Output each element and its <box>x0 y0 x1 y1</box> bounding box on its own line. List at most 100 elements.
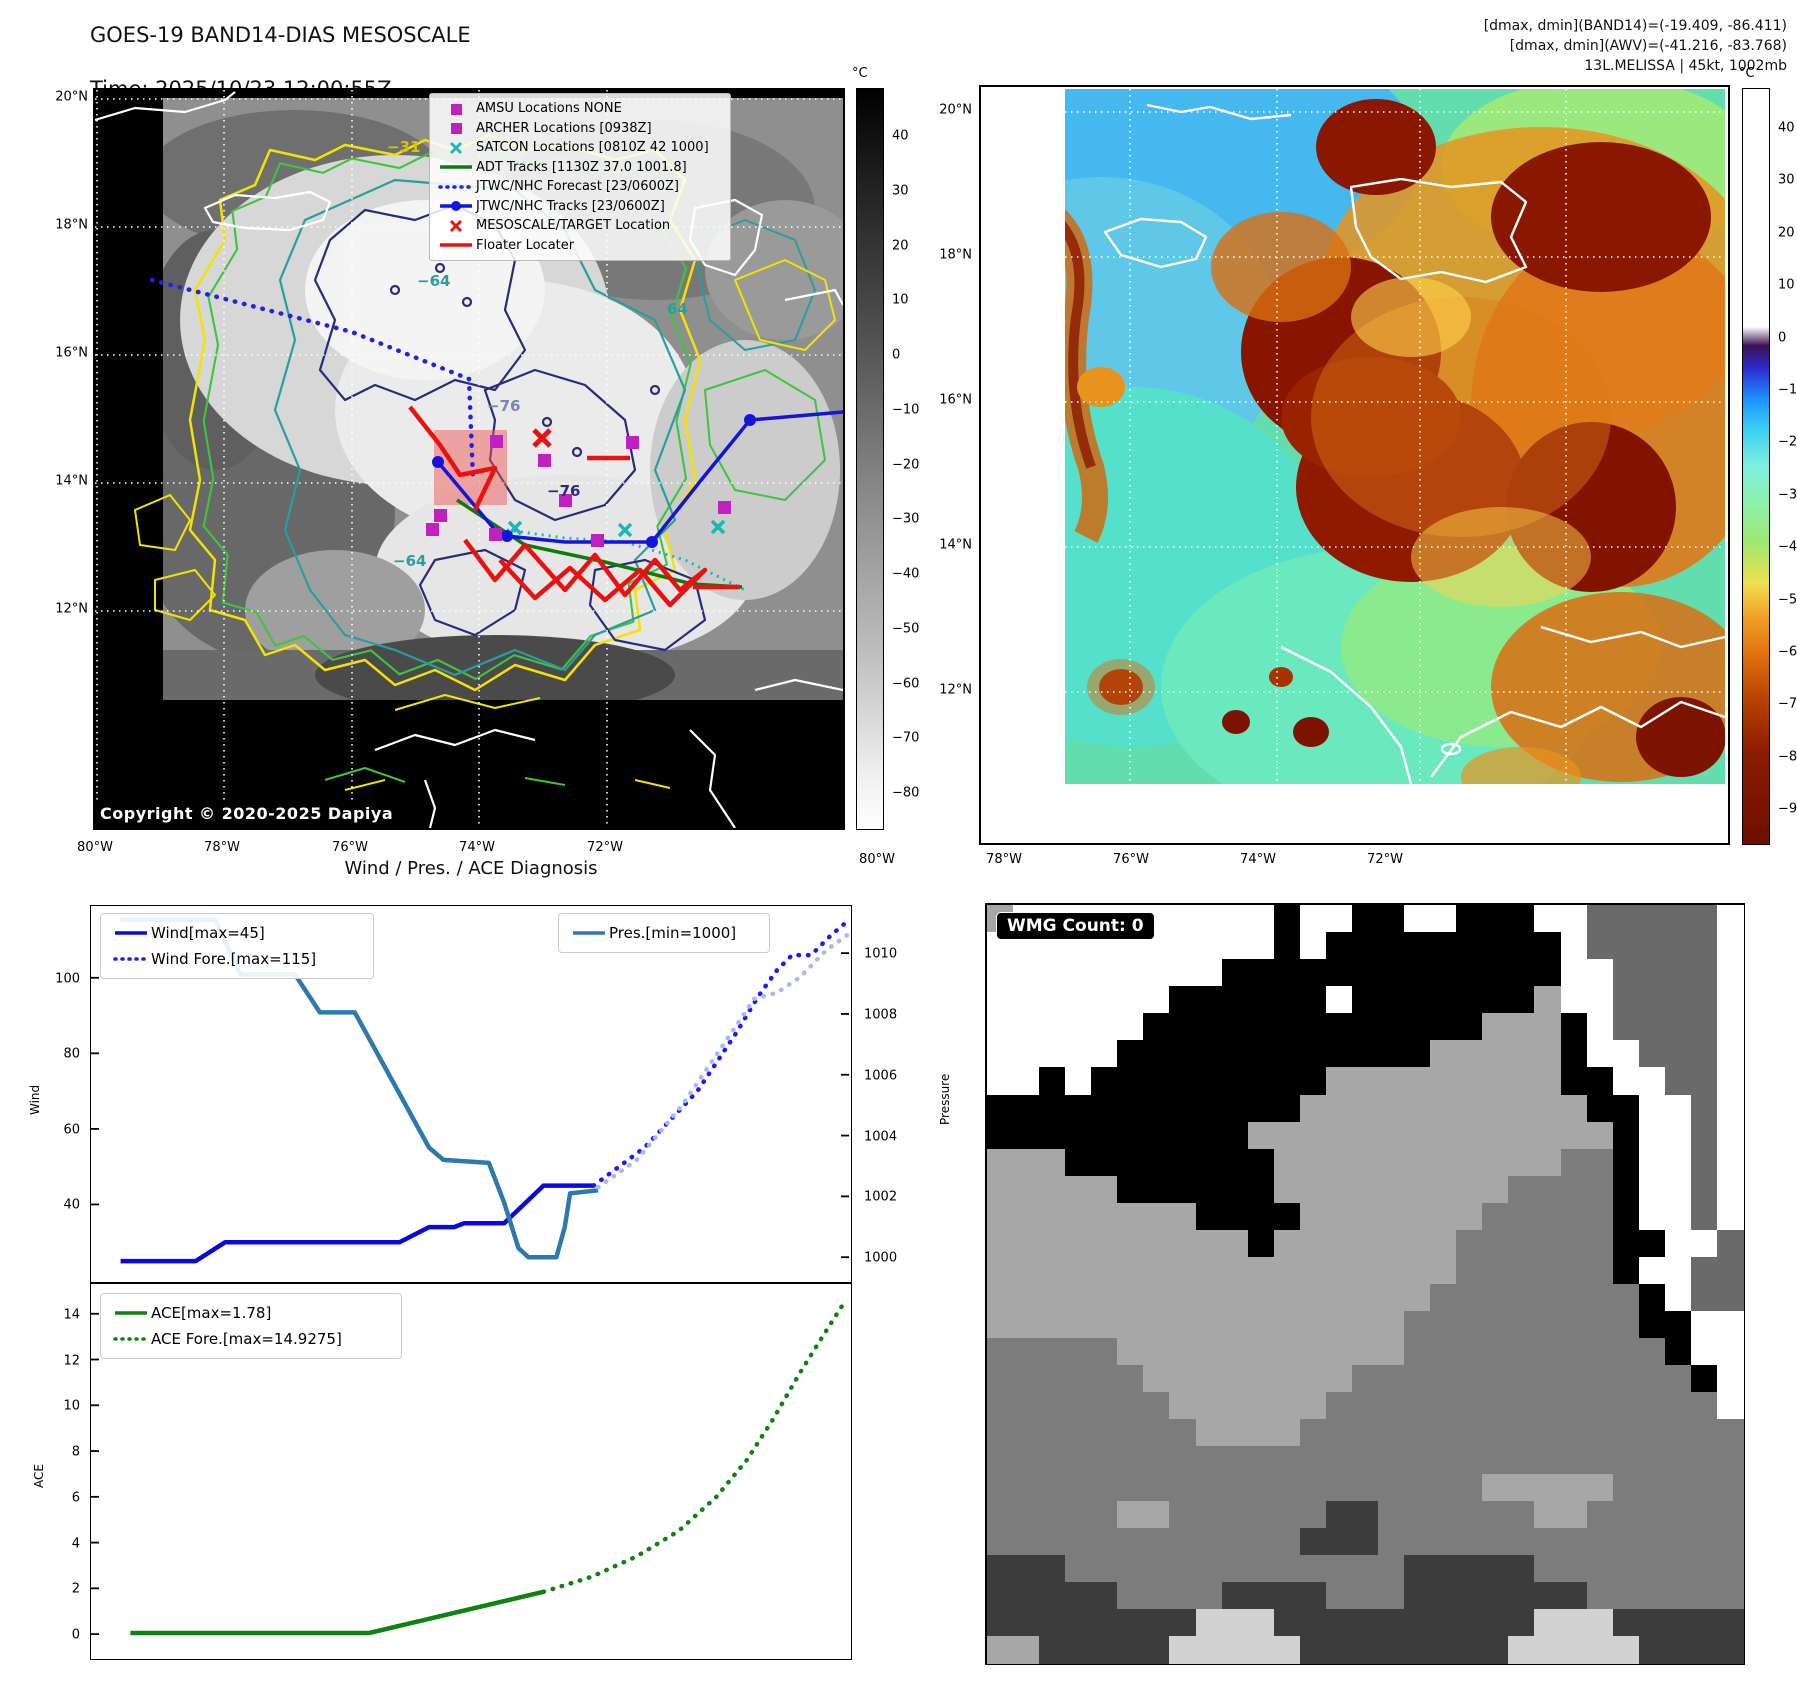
wmg-cell <box>1351 905 1379 933</box>
wmg-cell <box>1612 1608 1640 1637</box>
wmg-cell <box>1169 986 1197 1014</box>
line-legend-marker <box>573 931 605 935</box>
awv-map-panel[interactable] <box>979 85 1730 845</box>
wmg-cell <box>1586 1311 1614 1339</box>
wmg-cell <box>1013 1067 1040 1096</box>
y-tick-label: 100 <box>55 971 80 987</box>
awv-colorbar-tick: −50 <box>1778 592 1797 608</box>
wmg-cell <box>1508 1121 1536 1150</box>
dotted-legend-marker <box>113 957 149 961</box>
wmg-cell <box>1378 1500 1405 1529</box>
wmg-cell <box>987 1284 1014 1312</box>
wmg-cell <box>1586 1446 1614 1475</box>
wmg-cell <box>1351 1121 1379 1150</box>
wmg-cell <box>1508 1175 1536 1204</box>
wmg-cell <box>1638 1473 1666 1502</box>
wmg-cell <box>1534 1365 1562 1393</box>
wmg-cell <box>987 1527 1014 1556</box>
wmg-cell <box>1638 1121 1666 1150</box>
wmg-cell <box>1378 1284 1405 1312</box>
wmg-cell <box>1456 932 1483 960</box>
band14-colorbar-tick: −40 <box>892 566 920 582</box>
wmg-cell <box>1638 1581 1666 1610</box>
wmg-cell <box>1065 1229 1092 1258</box>
wmg-cell <box>1456 1148 1483 1177</box>
wmg-cell <box>1638 1527 1666 1556</box>
wmg-cell <box>1534 1473 1562 1502</box>
band14-colorbar-tick: −50 <box>892 621 920 637</box>
wmg-cell <box>1534 1446 1562 1475</box>
wmg-cell <box>1404 1581 1431 1610</box>
band14-colorbar-tick: −70 <box>892 730 920 746</box>
wmg-cell <box>1351 1635 1379 1664</box>
wmg-cell <box>1534 1013 1562 1041</box>
wmg-cell <box>1534 932 1562 960</box>
wmg-cell <box>1273 1635 1301 1664</box>
wmg-cell <box>1534 1527 1562 1556</box>
wmg-cell <box>1378 1527 1405 1556</box>
wmg-cell <box>1664 1581 1692 1610</box>
wmg-cell <box>1716 1094 1744 1123</box>
wmg-cell <box>1221 1338 1249 1366</box>
wmg-cell <box>1378 1365 1405 1393</box>
wmg-cell <box>1143 1175 1171 1204</box>
wmg-cell <box>1378 905 1405 933</box>
line-legend-marker <box>115 931 147 935</box>
wmg-cell <box>1664 1040 1692 1069</box>
wmg-cell <box>1482 1229 1509 1258</box>
wmg-cell <box>1508 1554 1536 1583</box>
wmg-cell <box>1273 1256 1301 1285</box>
wmg-cell <box>1039 1202 1066 1231</box>
wmg-cell <box>1716 1013 1744 1041</box>
wmg-cell <box>1351 986 1379 1014</box>
wmg-cell <box>1664 1121 1692 1150</box>
wmg-cell <box>1664 932 1692 960</box>
wmg-cell <box>1195 905 1223 933</box>
wmg-cell <box>1221 1527 1249 1556</box>
wmg-cell <box>1091 1608 1118 1637</box>
wmg-cell <box>1690 1473 1718 1502</box>
wmg-cell <box>1716 1608 1744 1637</box>
wmg-cell <box>1273 905 1301 933</box>
wmg-cell <box>1716 986 1744 1014</box>
awv-lat-label: 16°N <box>939 392 972 408</box>
wmg-cell <box>1325 932 1353 960</box>
wmg-cell <box>1065 1473 1092 1502</box>
chart-legend-label: ACE[max=1.78] <box>151 1304 272 1322</box>
wmg-cell <box>1560 1392 1588 1420</box>
wmg-cell <box>1195 1311 1223 1339</box>
dotted-legend-marker <box>438 185 474 189</box>
wmg-cell <box>1638 1365 1666 1393</box>
wmg-cell <box>1169 1392 1197 1420</box>
wmg-cell <box>1351 1338 1379 1366</box>
wmg-cell <box>1586 1040 1614 1069</box>
wmg-cell <box>1299 1121 1327 1150</box>
wmg-cell <box>1560 1608 1588 1637</box>
wmg-cell <box>1013 1527 1040 1556</box>
wmg-cell <box>1117 986 1144 1014</box>
awv-lon-label: 72°W <box>1367 852 1403 867</box>
wmg-cell <box>1169 1473 1197 1502</box>
wmg-panel[interactable] <box>985 903 1745 1665</box>
wmg-cell <box>1482 1473 1509 1502</box>
wmg-cell <box>1664 1392 1692 1420</box>
wmg-cell <box>1612 932 1640 960</box>
wmg-cell <box>1456 1121 1483 1150</box>
wmg-cell <box>1716 1121 1744 1150</box>
wmg-cell <box>1482 1284 1509 1312</box>
wmg-cell <box>1221 1608 1249 1637</box>
awv-colorbar-tick: −40 <box>1778 539 1797 555</box>
wmg-cell <box>1013 1256 1040 1285</box>
wmg-cell <box>1586 1338 1614 1366</box>
band14-colorbar-tick: −30 <box>892 511 920 527</box>
wmg-cell <box>1690 1392 1718 1420</box>
wmg-cell <box>1273 1608 1301 1637</box>
wmg-cell <box>1612 1311 1640 1339</box>
wmg-cell <box>1456 1013 1483 1041</box>
wmg-cell <box>1221 1581 1249 1610</box>
wmg-cell <box>1378 1473 1405 1502</box>
wmg-cell <box>1195 1392 1223 1420</box>
wmg-cell <box>1273 1392 1301 1420</box>
band14-lat-label: 12°N <box>55 601 88 617</box>
wmg-cell <box>1117 1148 1144 1177</box>
